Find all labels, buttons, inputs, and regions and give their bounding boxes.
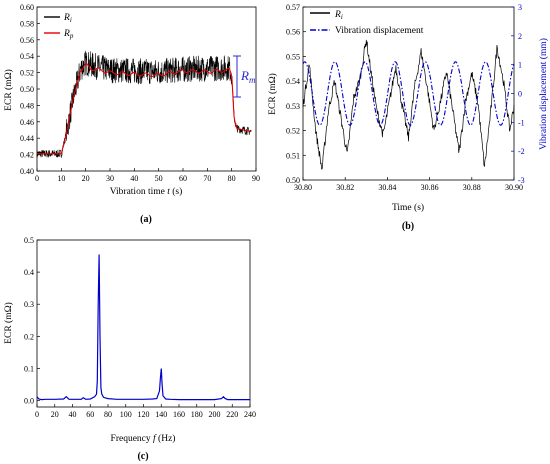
chart-c-x-tick-label: 200 [209,410,221,419]
chart-a-y-tick-label: 0.46 [20,118,34,127]
chart-b-series-ri [302,39,515,170]
chart-a-series-ri [36,50,252,158]
chart-a-y-tick-label: 0.48 [20,101,34,110]
chart-a-y-tick-label: 0.54 [20,52,34,61]
chart-c-y-axis-label: ECR (mΩ) [3,302,14,344]
chart-b-x-tick-label: 30.80 [294,183,312,192]
chart-c-x-tick-label: 20 [51,410,59,419]
chart-b-y-tick-label: 0.54 [286,77,300,86]
chart-a-panel-label: (a) [140,214,152,225]
chart-b-y-tick-label: 0.57 [286,3,300,12]
chart-a-rm-bracket [233,55,241,98]
chart-b-y2-axis-label: Vibration displacement (mm) [538,38,549,150]
chart-a-x-tick-label: 10 [57,174,65,183]
chart-b-panel-label: (b) [402,221,414,232]
chart-b-x-tick-label: 30.84 [378,183,396,192]
chart-c-series [36,254,250,401]
chart-a-y-tick-label: 0.40 [20,167,34,176]
chart-a-x-tick-label: 20 [82,174,90,183]
chart-a-y-tick-label: 0.58 [20,19,34,28]
chart-a-ticks: 0 10 20 30 40 50 60 70 80 90 0.40 0.42 0.44 0.46 0.48 0… [20,3,260,183]
chart-a-y-tick-label: 0.42 [20,151,34,160]
chart-c-y-tick-label: 0.5 [24,236,34,245]
chart-a: 0 10 20 30 40 50 60 70 80 90 0.40 0.42 0.44 0.46 0.48 0… [3,3,260,225]
legend-a-ri-label: Ri [63,13,72,24]
chart-a-x-tick-label: 40 [130,174,138,183]
chart-b-y-tick-label: 0.50 [286,176,300,185]
chart-c: 0 20 40 60 80 100 120 140 160 180 200 220 240 0.0 0.1 0… [3,236,256,462]
chart-c-y-tick-label: 0.1 [24,364,34,373]
chart-b-y2-tick-label: 0 [518,90,522,99]
chart-a-y-tick-label: 0.56 [20,36,34,45]
chart-b-ticks: 30.80 30.82 30.84 30.86 30.88 30.90 0.50 0.51 0.… [286,3,525,192]
chart-c-panel-label: (c) [137,451,148,462]
chart-a-series-rp [37,62,252,155]
chart-b-y-tick-label: 0.51 [286,151,300,160]
chart-c-x-tick-label: 160 [173,410,185,419]
chart-a-x-axis-label: Vibration time t (s) [110,186,183,197]
chart-b-y-tick-label: 0.56 [286,28,300,37]
chart-b-y2-tick-label: -2 [518,147,525,156]
legend-a-rp-label: Rp [63,29,74,40]
chart-b-series-displacement [302,61,515,126]
chart-c-x-tick-label: 0 [35,410,39,419]
chart-c-x-tick-label: 120 [138,410,150,419]
chart-b-y-tick-label: 0.55 [286,52,300,61]
chart-a-y-tick-label: 0.50 [20,85,34,94]
chart-c-x-tick-label: 100 [120,410,132,419]
chart-b-y2-tick-label: 2 [518,32,522,41]
chart-c-y-tick-label: 0.4 [24,268,34,277]
chart-c-x-tick-label: 180 [191,410,203,419]
chart-b-x-tick-label: 30.88 [463,183,481,192]
chart-b: 30.80 30.82 30.84 30.86 30.88 30.90 0.50 0.51 0.… [267,3,549,232]
chart-b-y2-tick-label: 3 [518,3,522,12]
chart-c-x-axis-label: Frequency f (Hz) [111,433,176,444]
chart-b-x-axis-label: Time (s) [392,202,424,213]
chart-c-series-spectrum [36,254,250,401]
chart-b-y2-tick-label: -3 [518,176,525,185]
chart-a-rm-annotation: Rm [240,68,256,85]
chart-b-y-tick-label: 0.52 [286,127,300,136]
chart-c-x-tick-label: 140 [155,410,167,419]
chart-b-y2-tick-label: -1 [518,118,525,127]
chart-b-y-tick-label: 0.53 [286,102,300,111]
chart-a-x-tick-label: 30 [106,174,114,183]
chart-c-y-tick-label: 0.0 [24,397,34,406]
chart-a-x-tick-label: 60 [179,174,187,183]
chart-b-x-tick-label: 30.86 [421,183,439,192]
chart-c-x-tick-label: 220 [226,410,238,419]
chart-c-plot-frame [36,239,251,408]
chart-c-y-tick-label: 0.3 [24,300,34,309]
chart-b-x-tick-label: 30.90 [505,183,523,192]
chart-a-x-tick-label: 0 [35,174,39,183]
chart-c-x-tick-label: 80 [104,410,112,419]
chart-a-x-tick-label: 90 [252,174,260,183]
legend-b-displacement-label: Vibration displacement [335,26,424,36]
chart-b-y2-tick-label: 1 [518,61,522,70]
chart-a-y-axis-label: ECR (mΩ) [3,69,14,111]
chart-c-y-tick-label: 0.2 [24,332,34,341]
chart-a-y-tick-label: 0.44 [20,134,34,143]
chart-a-x-tick-label: 50 [155,174,163,183]
chart-c-ticks: 0 20 40 60 80 100 120 140 160 180 200 220 240 0.0 0.1 0… [24,236,256,419]
chart-a-y-tick-label: 0.60 [20,3,34,12]
chart-b-x-tick-label: 30.82 [336,183,354,192]
chart-a-y-tick-label: 0.52 [20,69,34,78]
chart-c-x-tick-label: 60 [86,410,94,419]
legend-b-ri-label: Ri [334,10,343,21]
chart-a-x-tick-label: 70 [203,174,211,183]
chart-c-x-tick-label: 240 [244,410,256,419]
chart-a-series [36,50,252,158]
chart-b-series [302,39,515,170]
chart-b-y-axis-label: ECR (mΩ) [267,73,278,115]
chart-c-x-tick-label: 40 [69,410,77,419]
chart-a-x-tick-label: 80 [228,174,236,183]
